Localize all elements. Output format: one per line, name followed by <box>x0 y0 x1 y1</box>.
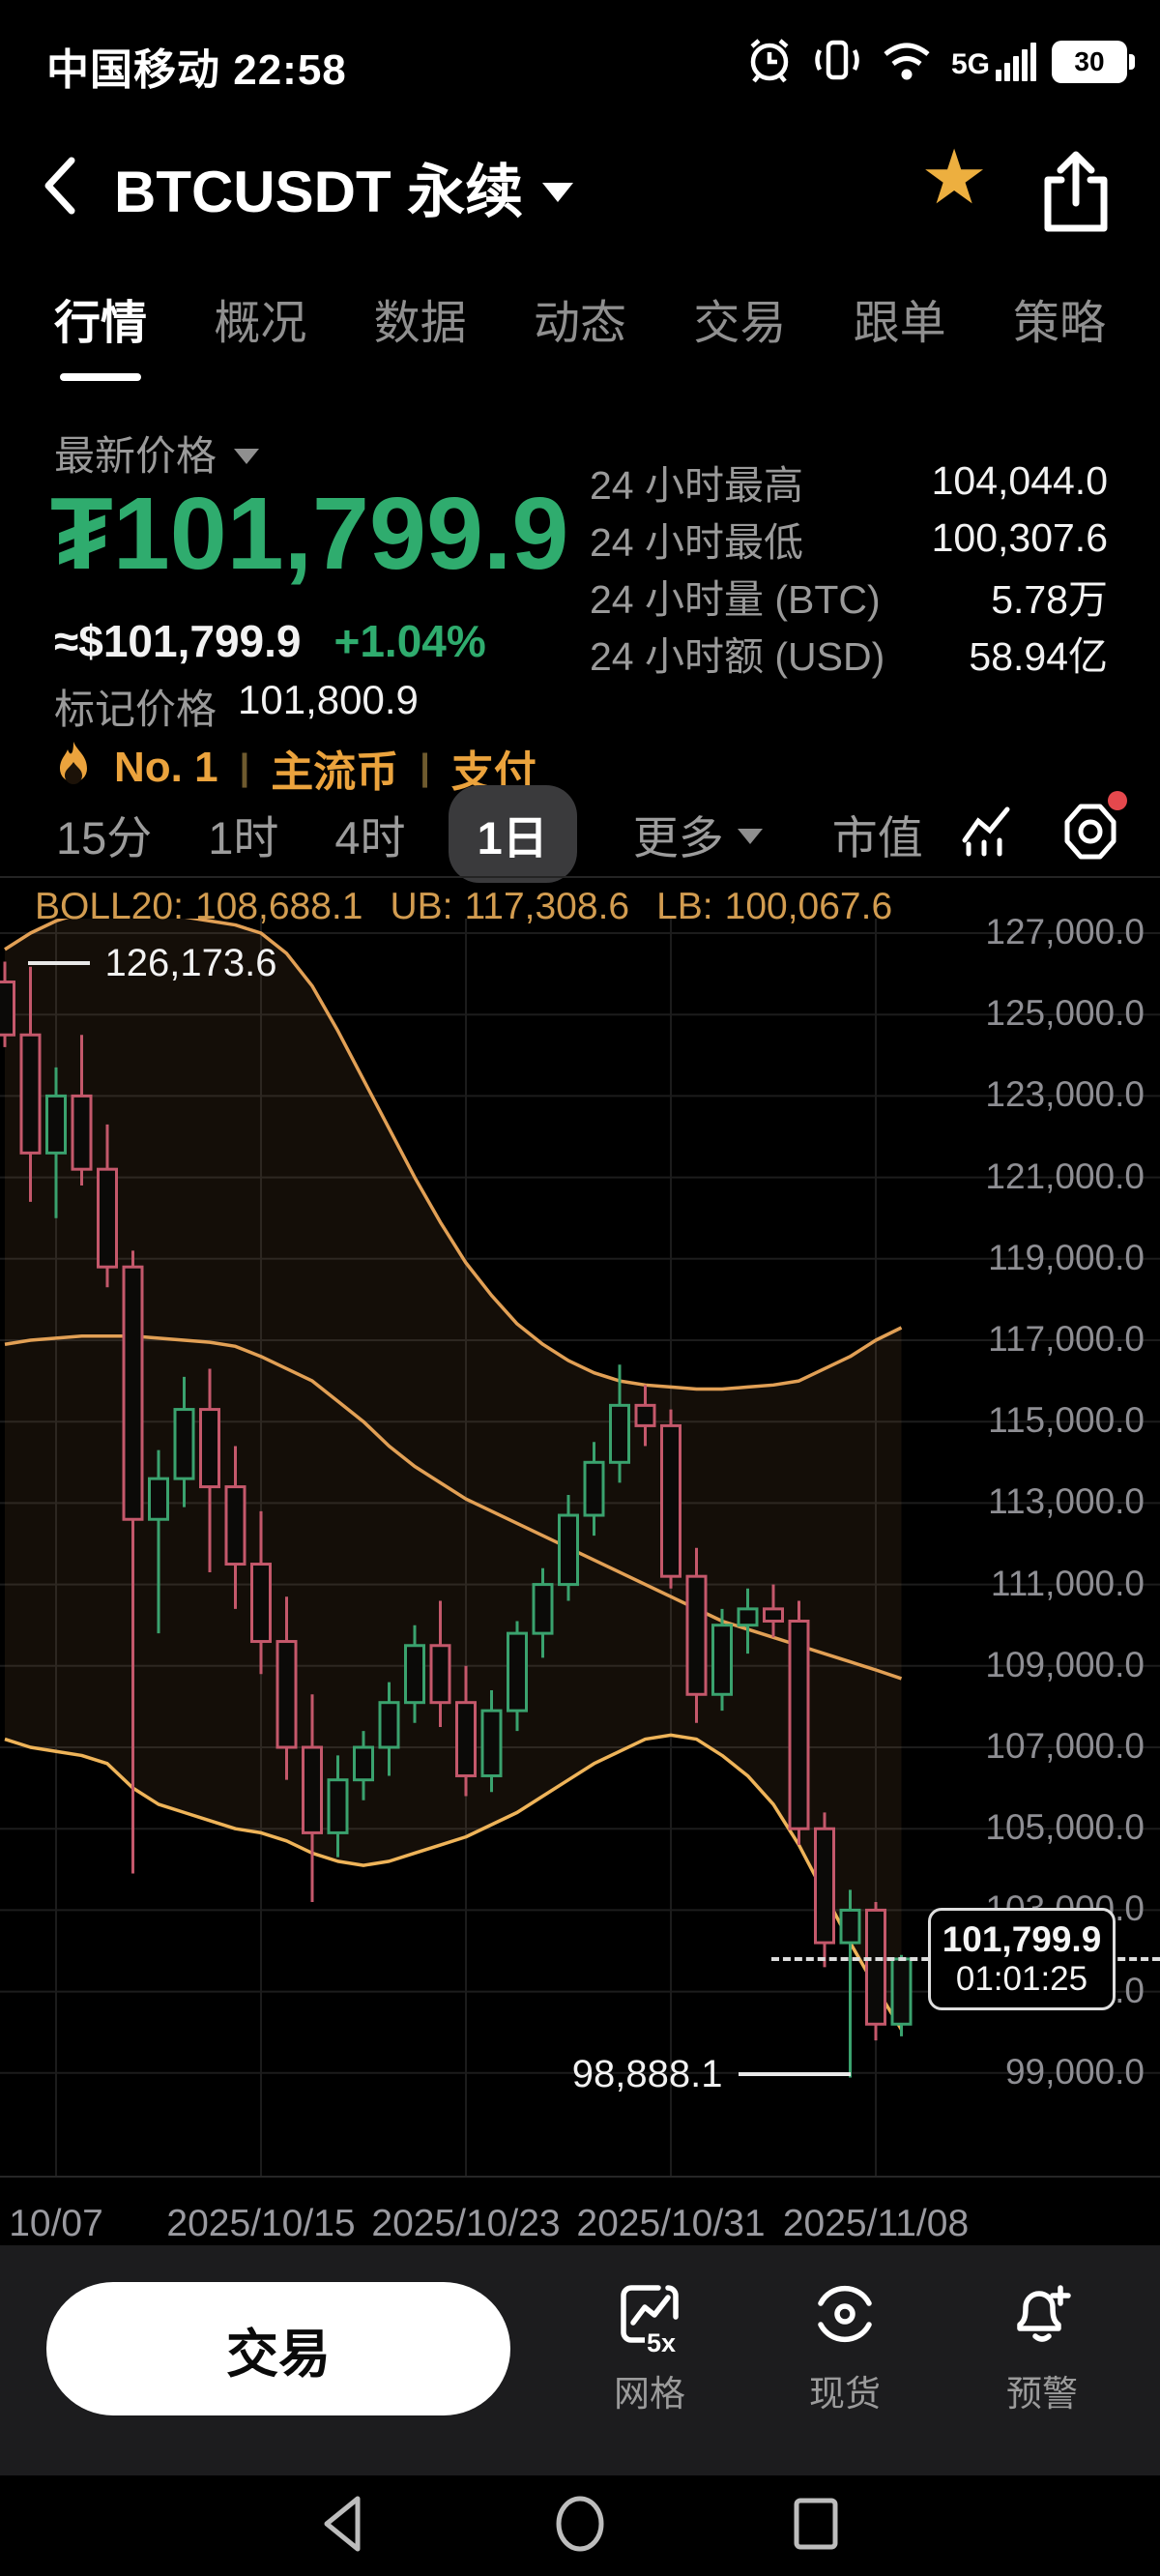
nav-back-button[interactable] <box>317 2493 371 2560</box>
x-axis-dates: 10/07 2025/10/15 2025/10/23 2025/10/31 2025/… <box>0 2180 1160 2269</box>
stat-row-2: 24 小时量 (BTC) 5.78万 <box>590 576 1108 622</box>
share-button[interactable] <box>1034 147 1117 245</box>
flame-icon <box>54 740 93 797</box>
y-tick-7: 113,000.0 <box>988 1481 1145 1522</box>
x-tick-1: 2025/10/15 <box>166 2203 356 2244</box>
bottom-action-sheet: 交易 5x 网格 现货 <box>0 2245 1160 2475</box>
chart-canvas[interactable] <box>0 919 1160 2176</box>
tab-6[interactable]: 策略 <box>1012 298 1106 349</box>
rank-label: No. 1 <box>114 744 218 791</box>
header: BTCUSDT 永续 ★ <box>0 124 1160 249</box>
timeframe-15分[interactable]: 15分 <box>56 811 153 864</box>
market-cap-button[interactable]: 市值 <box>831 811 923 864</box>
approx-price-row: ≈$101,799.9 +1.04% <box>54 615 486 667</box>
timeframe-1日[interactable]: 1日 <box>448 784 577 883</box>
stats-panel: 24 小时最高 104,044.0 24 小时最低 100,307.6 24 小时量 (… <box>590 453 1108 681</box>
page-title: BTCUSDT 永续 <box>114 160 524 224</box>
latest-price-dropdown[interactable]: 最新价格 <box>54 424 260 483</box>
nav-home-button[interactable] <box>551 2491 609 2561</box>
carrier-and-time: 中国移动 22:58 <box>46 46 347 94</box>
y-tick-11: 105,000.0 <box>985 1807 1145 1848</box>
y-tick-9: 109,000.0 <box>985 1644 1145 1684</box>
y-tick-6: 115,000.0 <box>988 1400 1145 1441</box>
y-tick-8: 111,000.0 <box>990 1563 1145 1603</box>
y-tick-14: 99,000.0 <box>1004 2051 1145 2092</box>
tab-5[interactable]: 跟单 <box>853 298 946 349</box>
high-price-marker: 126,173.6 <box>27 941 277 985</box>
timeframe-toolbar: 15分 1时 4时 1日 更多 市值 <box>0 784 1160 883</box>
countdown-box-price: 101,799.9 <box>942 1918 1102 1959</box>
boll-indicator-row[interactable]: BOLL20: 108,688.1 UB: 117,308.6 LB: 100,067.6 <box>35 886 892 928</box>
mark-price-row: 标记价格 101,800.9 <box>54 677 419 736</box>
x-tick-3: 2025/10/31 <box>576 2203 766 2244</box>
chart-settings-gear[interactable] <box>1059 790 1127 867</box>
top-tab-bar: 行情 概况 数据 动态 交易 跟单 策略 <box>0 263 1160 381</box>
tab-4[interactable]: 交易 <box>693 298 787 349</box>
alert-bell-icon <box>1006 2278 1078 2355</box>
y-tick-0: 127,000.0 <box>985 912 1145 951</box>
signal-5g-icon: 5G <box>951 43 1036 81</box>
tag-mainstream: 主流币 <box>271 748 399 796</box>
price-caret-icon <box>234 448 260 464</box>
spot-icon <box>809 2278 881 2355</box>
notification-dot <box>1108 790 1127 810</box>
boll-part-1: UB: 117,308.6 <box>390 886 630 927</box>
nav-recents-button[interactable] <box>789 2495 843 2558</box>
stat-row-3: 24 小时额 (USD) 58.94亿 <box>590 633 1108 679</box>
candlestick-chart[interactable]: 127,000.0 125,000.0 123,000.0 121,000.0 119,… <box>0 912 1160 2176</box>
mark-price-value: 101,800.9 <box>238 677 419 722</box>
tab-1[interactable]: 概况 <box>214 298 307 349</box>
timeframe-1时[interactable]: 1时 <box>208 811 279 864</box>
chart-style-icon[interactable] <box>957 802 1017 866</box>
price-alert-button[interactable]: 预警 <box>965 2278 1119 2416</box>
favorite-star-button[interactable]: ★ <box>920 134 988 220</box>
grid-trading-button[interactable]: 5x 网格 <box>572 2278 727 2416</box>
grid-trading-icon: 5x <box>614 2278 685 2358</box>
last-price-countdown-box[interactable]: 101,799.9 01:01:25 <box>928 1907 1116 2010</box>
y-tick-1: 125,000.0 <box>985 993 1145 1034</box>
status-bar: 中国移动 22:58 5G 30 <box>0 21 1160 102</box>
stat-row-1: 24 小时最低 100,307.6 <box>590 515 1108 565</box>
last-price-value: ₮101,799.9 <box>50 477 569 591</box>
timeframe-4时[interactable]: 4时 <box>334 811 406 864</box>
mark-price-label: 标记价格 <box>54 687 218 732</box>
change-percent: +1.04% <box>334 616 486 666</box>
countdown-timer: 01:01:25 <box>955 1959 1088 1998</box>
wifi-icon <box>878 33 936 92</box>
latest-price-label: 最新价格 <box>54 433 218 479</box>
x-tick-0: 10/07 <box>9 2203 103 2244</box>
stat-row-0: 24 小时最高 104,044.0 <box>590 458 1108 508</box>
x-tick-2: 2025/10/23 <box>371 2203 561 2244</box>
alarm-icon <box>742 33 797 92</box>
symbol-title-dropdown[interactable]: BTCUSDT 永续 <box>114 145 574 229</box>
tab-0[interactable]: 行情 <box>54 263 147 381</box>
low-price-label: 98,888.1 <box>571 2052 723 2095</box>
high-price-label: 126,173.6 <box>104 941 277 984</box>
status-icons: 5G 30 <box>742 31 1135 93</box>
y-tick-10: 107,000.0 <box>985 1726 1145 1766</box>
tab-3[interactable]: 动态 <box>533 298 626 349</box>
x-tick-4: 2025/11/08 <box>782 2203 970 2244</box>
vibrate-icon <box>812 33 862 92</box>
approx-usd-value: ≈$101,799.9 <box>54 616 302 666</box>
battery-icon: 30 <box>1052 41 1135 83</box>
y-tick-5: 117,000.0 <box>988 1319 1145 1359</box>
android-navbar <box>0 2475 1160 2576</box>
boll-part-2: LB: 100,067.6 <box>656 886 893 927</box>
back-button[interactable] <box>35 151 93 220</box>
tab-2[interactable]: 数据 <box>373 298 467 349</box>
low-price-marker: 98,888.1 <box>435 2053 851 2096</box>
spot-button[interactable]: 现货 <box>768 2278 922 2416</box>
more-timeframes-dropdown[interactable]: 更多 <box>633 801 763 867</box>
trade-button[interactable]: 交易 <box>46 2282 510 2415</box>
y-tick-3: 121,000.0 <box>985 1156 1145 1196</box>
y-tick-4: 119,000.0 <box>988 1237 1145 1277</box>
y-tick-2: 123,000.0 <box>985 1074 1145 1115</box>
title-caret-icon <box>542 182 574 202</box>
